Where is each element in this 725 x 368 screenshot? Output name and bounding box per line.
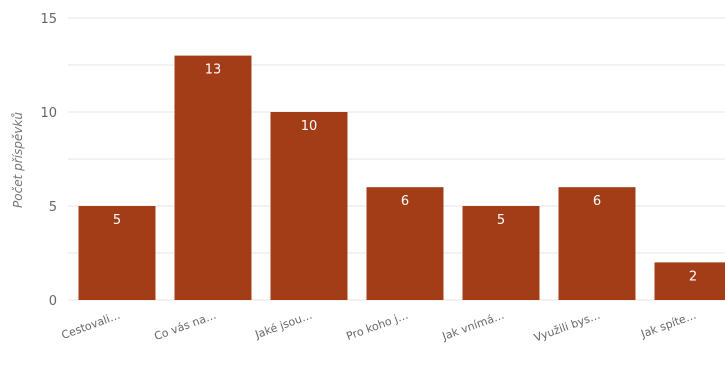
- y-tick-label: 10: [40, 106, 57, 121]
- bars: 5 13 10 6 5 6 2: [79, 56, 725, 300]
- x-tick-label: Cestovali…: [60, 309, 122, 342]
- y-tick-label: 15: [40, 12, 57, 27]
- x-axis-ticks: Cestovali… Co vás na… Jaké jsou… Pro koho j…: [60, 309, 698, 345]
- y-tick-label: 5: [49, 200, 57, 215]
- data-label: 10: [301, 119, 318, 134]
- x-tick-label: Jaké jsou…: [253, 309, 315, 342]
- bar: [271, 112, 348, 300]
- bar: [175, 56, 252, 300]
- x-tick-label: Využili bys…: [532, 309, 602, 345]
- y-axis-title: Počet příspěvků: [11, 112, 25, 208]
- data-label: 2: [689, 269, 697, 284]
- data-label: 5: [113, 213, 121, 228]
- x-tick-label: Jak vnímá…: [440, 309, 506, 344]
- data-label: 6: [401, 194, 409, 209]
- y-axis-ticks: 0 5 10 15: [40, 12, 57, 309]
- x-tick-label: Co vás na…: [152, 309, 218, 343]
- x-tick-label: Jak spíte…: [638, 309, 698, 341]
- x-tick-label: Pro koho j…: [345, 309, 410, 343]
- data-label: 5: [497, 213, 505, 228]
- data-label: 6: [593, 194, 601, 209]
- y-tick-label: 0: [49, 294, 57, 309]
- data-label: 13: [205, 63, 222, 78]
